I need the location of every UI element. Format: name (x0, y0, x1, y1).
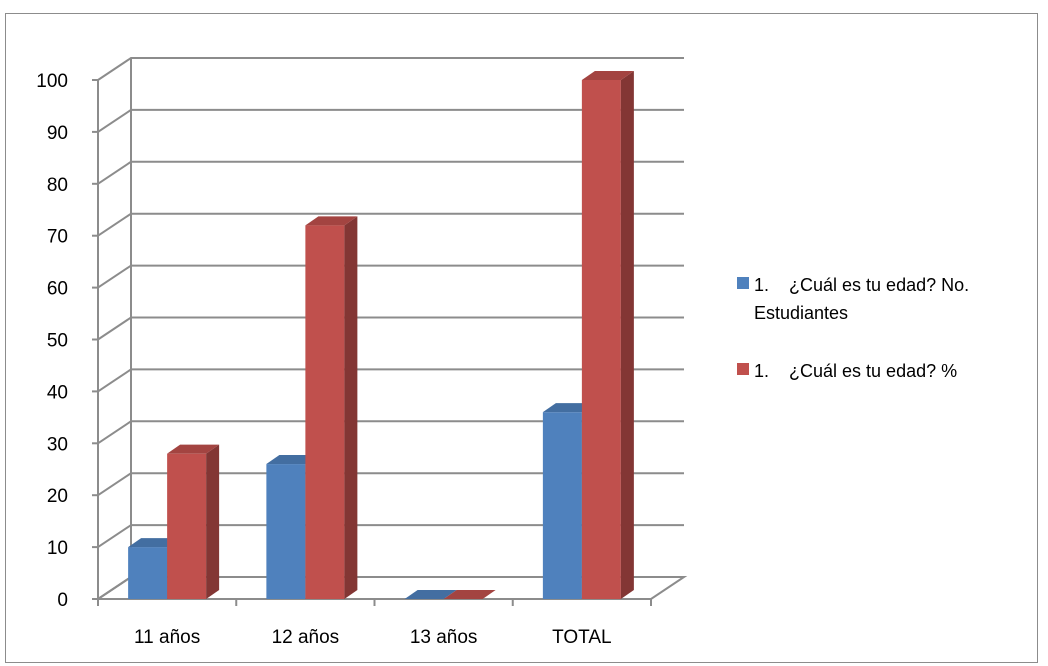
y-tick-label: 100 (36, 71, 68, 92)
x-tick-label: 11 años (134, 627, 200, 648)
legend-swatch (737, 277, 749, 289)
y-tick-label: 30 (47, 434, 68, 455)
legend-label: Estudiantes (754, 303, 848, 323)
y-tick-label: 40 (47, 382, 68, 403)
x-tick-label: TOTAL (552, 627, 611, 648)
legend: 1. ¿Cuál es tu edad? No. Estudiantes 1. ¿C… (737, 275, 969, 381)
y-tick-label: 50 (47, 331, 68, 352)
y-tick-label: 80 (47, 175, 68, 196)
y-tick-label: 70 (47, 227, 68, 248)
bar (443, 590, 496, 599)
y-tick-label: 20 (47, 486, 68, 507)
legend-swatch (737, 363, 749, 375)
bar (404, 590, 457, 599)
bars (128, 71, 634, 599)
x-tick-label: 13 años (410, 627, 478, 648)
y-tick-label: 0 (57, 590, 68, 611)
bar (305, 216, 358, 599)
y-tick-label: 90 (47, 123, 68, 144)
legend-label: 1. ¿Cuál es tu edad? % (754, 361, 957, 381)
x-tick-label: 12 años (272, 627, 340, 648)
y-tick-label: 10 (47, 538, 68, 559)
legend-label: 1. ¿Cuál es tu edad? No. (754, 275, 969, 295)
bar (167, 444, 220, 599)
tick-labels: 0 10 20 30 40 50 60 70 80 90 100 11 años 12 años 13 a… (36, 71, 611, 648)
bar (581, 71, 634, 599)
y-tick-label: 60 (47, 279, 68, 300)
